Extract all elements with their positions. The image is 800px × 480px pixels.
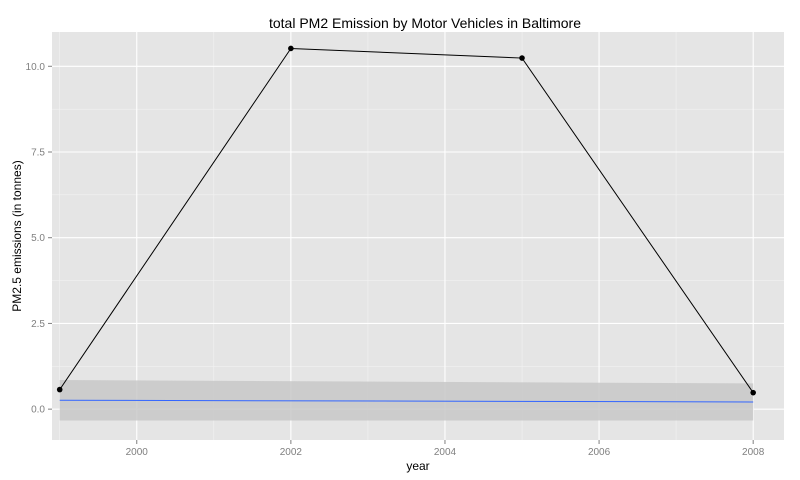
y-tick-label: 10.0 xyxy=(26,62,46,73)
major-gridlines xyxy=(52,32,784,440)
x-axis-title: year xyxy=(406,459,429,473)
chart-title: total PM2 Emission by Motor Vehicles in … xyxy=(269,15,581,31)
plot-panel xyxy=(52,32,784,440)
y-tick-label: 5.0 xyxy=(31,233,45,244)
series-layer xyxy=(56,45,756,396)
x-tick-label: 2006 xyxy=(588,447,611,458)
x-tick-label: 2004 xyxy=(434,447,457,458)
smooth-line xyxy=(59,399,754,403)
y-tick-label: 0.0 xyxy=(31,405,45,416)
y-tick-label: 2.5 xyxy=(31,319,45,330)
smooth-layer xyxy=(59,380,754,421)
x-tick-label: 2008 xyxy=(742,447,765,458)
data-point-1999 xyxy=(56,386,63,393)
x-axis-ticks: 2000 2002 2004 2006 2008 xyxy=(126,440,765,458)
y-axis-title: PM2.5 emissions (in tonnes) xyxy=(10,160,24,311)
confidence-band xyxy=(59,380,754,421)
data-point-2005 xyxy=(519,55,525,61)
minor-gridlines xyxy=(52,32,784,440)
x-tick-label: 2000 xyxy=(126,447,149,458)
x-tick-label: 2002 xyxy=(280,447,303,458)
y-axis-ticks: 0.0 2.5 5.0 7.5 10.0 xyxy=(26,62,52,416)
y-tick-label: 7.5 xyxy=(31,148,45,159)
data-point-2002 xyxy=(288,45,294,52)
data-point-2008 xyxy=(750,389,756,396)
series-line xyxy=(59,47,754,393)
